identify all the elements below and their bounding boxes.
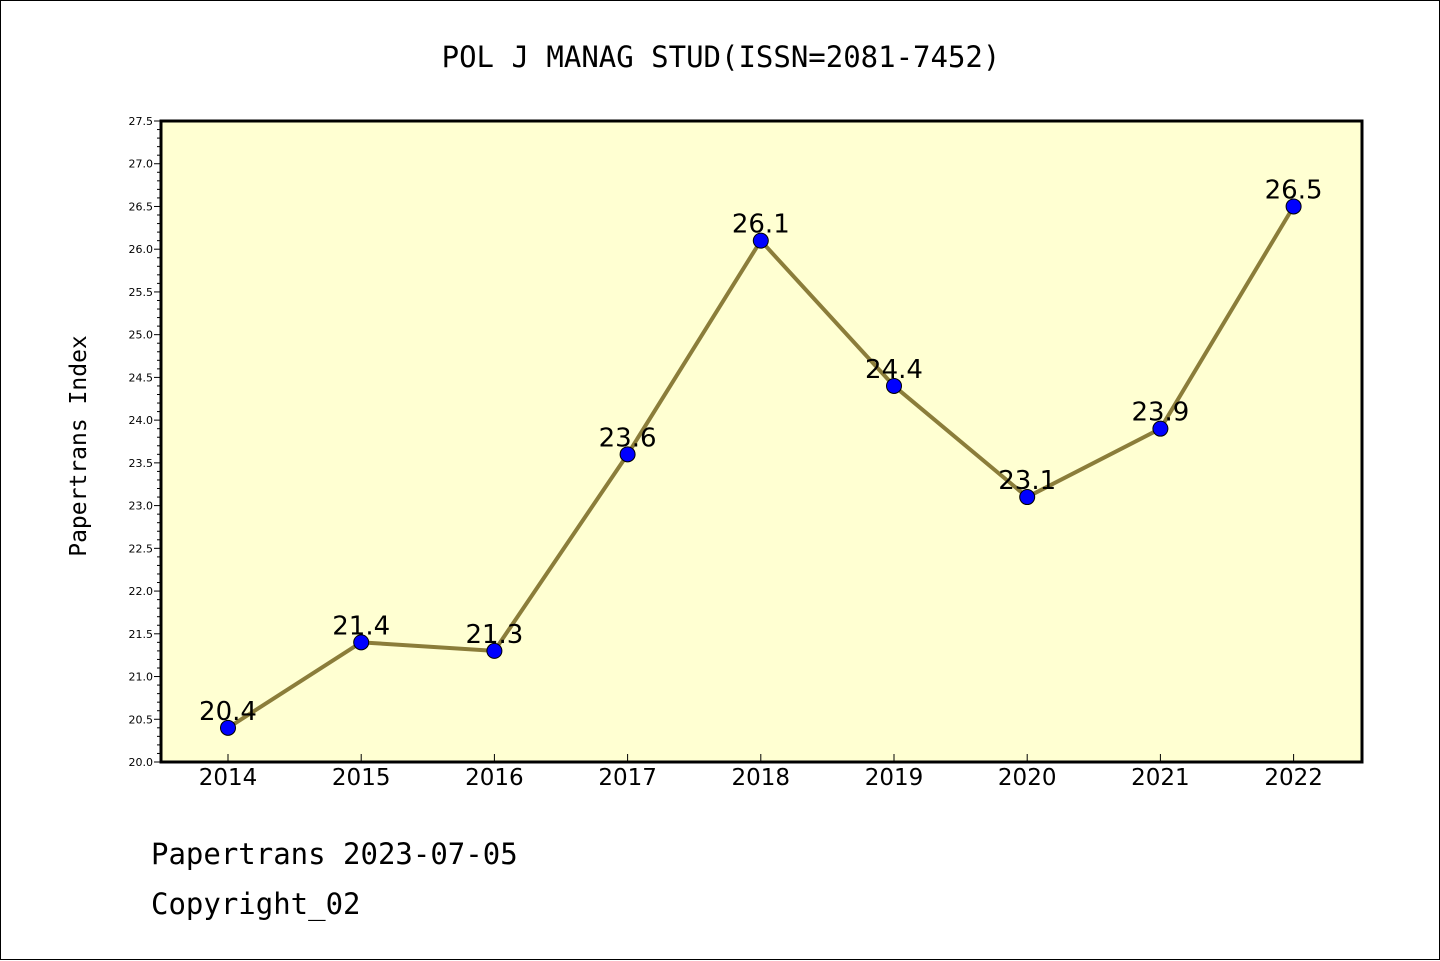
data-point	[752, 232, 769, 249]
data-label: 23.1	[998, 466, 1056, 496]
x-tick-label: 2014	[199, 765, 258, 791]
data-label: 21.4	[332, 611, 390, 641]
data-point	[353, 634, 370, 651]
data-point	[220, 719, 236, 736]
y-tick-label: 20.0	[129, 756, 154, 769]
y-tick-label: 27.0	[129, 158, 154, 171]
x-tick-label: 2016	[465, 765, 524, 791]
y-axis: 20.0 20.5 21.0 21.5 22.0 22.5 23.0 23.5 24.0 24.5…	[129, 115, 161, 769]
x-tick-label: 2019	[865, 765, 924, 791]
data-point	[1152, 420, 1169, 437]
data-label: 24.4	[865, 355, 923, 385]
y-tick-label: 26.0	[129, 243, 154, 256]
x-tick-label: 2021	[1131, 765, 1190, 791]
x-tick-label: 2015	[332, 765, 391, 791]
data-point	[886, 377, 902, 394]
data-label: 26.5	[1265, 175, 1323, 205]
y-tick-label: 25.5	[129, 286, 154, 299]
data-label: 21.3	[465, 620, 523, 650]
data-label: 20.4	[199, 697, 257, 727]
x-axis: 2014 2015 2016 2017 2018 2019 2020 2021 2022	[199, 754, 1323, 791]
y-tick-label: 24.5	[129, 371, 154, 384]
y-tick-label: 20.5	[129, 713, 154, 726]
x-tick-label: 2022	[1264, 765, 1323, 791]
data-point	[486, 642, 503, 659]
y-tick-label: 27.5	[129, 115, 154, 128]
y-tick-label: 25.0	[129, 329, 154, 342]
y-tick-label: 24.0	[129, 414, 154, 427]
plot-area	[159, 119, 1364, 764]
y-tick-label: 21.0	[129, 671, 154, 684]
y-tick-label: 22.0	[129, 585, 154, 598]
data-label: 23.9	[1131, 398, 1189, 428]
data-label: 23.6	[599, 423, 657, 453]
data-point	[619, 446, 636, 463]
footer-date: Papertrans 2023-07-05	[151, 837, 518, 871]
data-label: 26.1	[732, 210, 790, 240]
data-point	[1019, 489, 1036, 506]
y-tick-label: 23.0	[129, 500, 154, 513]
y-tick-label: 22.5	[129, 542, 154, 555]
data-point	[1285, 198, 1302, 215]
y-tick-label: 26.5	[129, 200, 154, 213]
x-tick-label: 2020	[998, 765, 1057, 791]
footer-copyright: Copyright_02	[151, 887, 361, 921]
chart-title: POL J MANAG STUD(ISSN=2081-7452)	[442, 40, 1001, 74]
y-axis-label: Papertrans Index	[66, 335, 92, 557]
y-tick-label: 21.5	[129, 628, 154, 641]
x-tick-label: 2018	[732, 765, 791, 791]
x-tick-label: 2017	[598, 765, 657, 791]
series-group: 20.4 21.4 21.3 23.6 26.1 24.4 23.1 23.9 26.5	[199, 175, 1323, 736]
y-tick-label: 23.5	[129, 457, 154, 470]
